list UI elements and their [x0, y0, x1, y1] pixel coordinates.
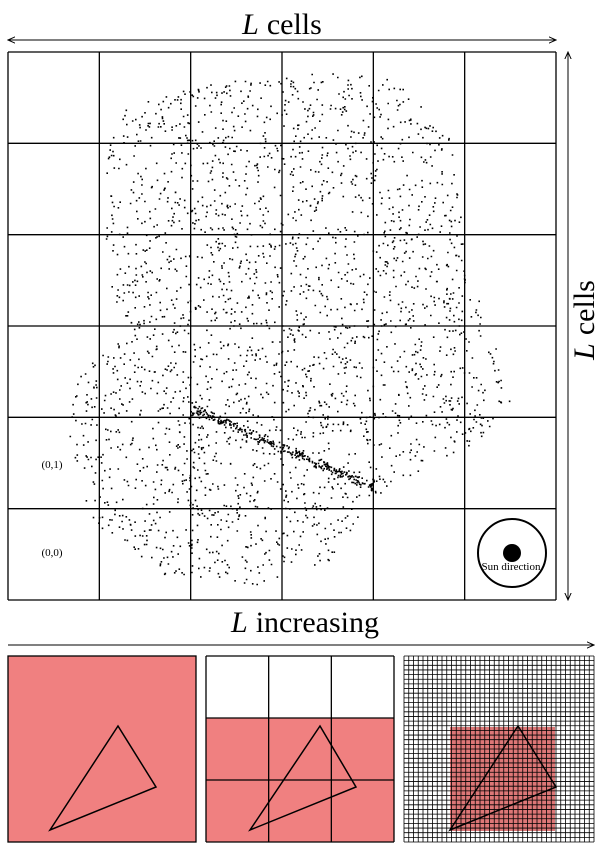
variable: L: [241, 8, 259, 41]
panel-coarse: [8, 656, 196, 842]
label-text: cells: [568, 280, 601, 335]
cell-grid: [8, 52, 556, 600]
sun-dot: [503, 544, 521, 562]
diagram: Lcells Lcells (0,1) (0,0) Sun direction …: [0, 0, 602, 843]
cell-label: (0,0): [41, 547, 62, 559]
panel-medium: [206, 656, 394, 842]
variable: L: [230, 606, 248, 639]
panel-fine: [404, 656, 594, 842]
cell-label: (0,1): [41, 459, 62, 471]
sun-label: Sun direction: [482, 561, 541, 573]
label-text: increasing: [256, 606, 379, 639]
side-label: Lcells: [568, 280, 601, 361]
point-cloud: [70, 74, 511, 584]
variable: L: [568, 343, 601, 361]
label-text: cells: [267, 8, 322, 41]
points: [70, 74, 511, 584]
grid-lines: [404, 656, 594, 842]
grid-lines: [8, 52, 556, 600]
